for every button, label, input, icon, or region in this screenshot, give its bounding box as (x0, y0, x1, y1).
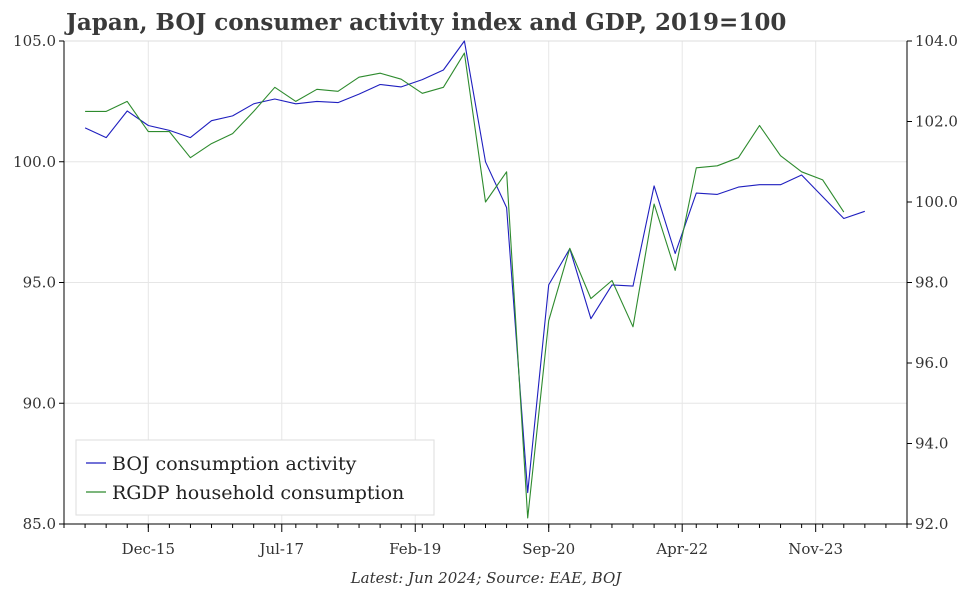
right-tick-label: 94.0 (915, 435, 948, 453)
x-tick-label: Nov-23 (788, 540, 843, 558)
left-tick-label: 95.0 (23, 274, 56, 292)
left-tick-label: 100.0 (13, 153, 56, 171)
legend-label-rgdp: RGDP household consumption (112, 482, 404, 504)
right-tick-label: 98.0 (915, 274, 948, 292)
left-axis-ticks: 85.0 90.0 95.0 100.0 105.0 (13, 32, 64, 533)
x-tick-label: Jul-17 (257, 540, 304, 558)
right-tick-label: 100.0 (915, 193, 958, 211)
right-axis-ticks: 92.0 94.0 96.0 98.0 100.0 102.0 104.0 (907, 32, 958, 533)
series-line-1 (85, 52, 845, 519)
series-layer (84, 40, 865, 519)
x-tick-label: Apr-22 (655, 540, 708, 558)
x-tick-label: Dec-15 (122, 540, 175, 558)
right-tick-label: 102.0 (915, 113, 958, 131)
right-tick-label: 104.0 (915, 32, 958, 50)
right-tick-label: 96.0 (915, 354, 948, 372)
x-axis-ticks: Dec-15 Jul-17 Feb-19 Sep-20 Apr-22 Nov-23 (63, 524, 908, 558)
legend-box (75, 439, 435, 516)
legend-label-boj: BOJ consumption activity (112, 453, 357, 475)
chart-title: Japan, BOJ consumer activity index and G… (64, 9, 786, 36)
left-tick-label: 90.0 (23, 394, 56, 412)
series-line-0 (84, 40, 865, 494)
legend: BOJ consumption activity RGDP household … (75, 439, 435, 516)
x-tick-label: Feb-19 (389, 540, 441, 558)
left-tick-label: 85.0 (23, 515, 56, 533)
right-tick-label: 92.0 (915, 515, 948, 533)
x-tick-label: Sep-20 (522, 540, 575, 558)
chart-caption: Latest: Jun 2024; Source: EAE, BOJ (350, 569, 623, 587)
left-tick-label: 105.0 (13, 32, 56, 50)
